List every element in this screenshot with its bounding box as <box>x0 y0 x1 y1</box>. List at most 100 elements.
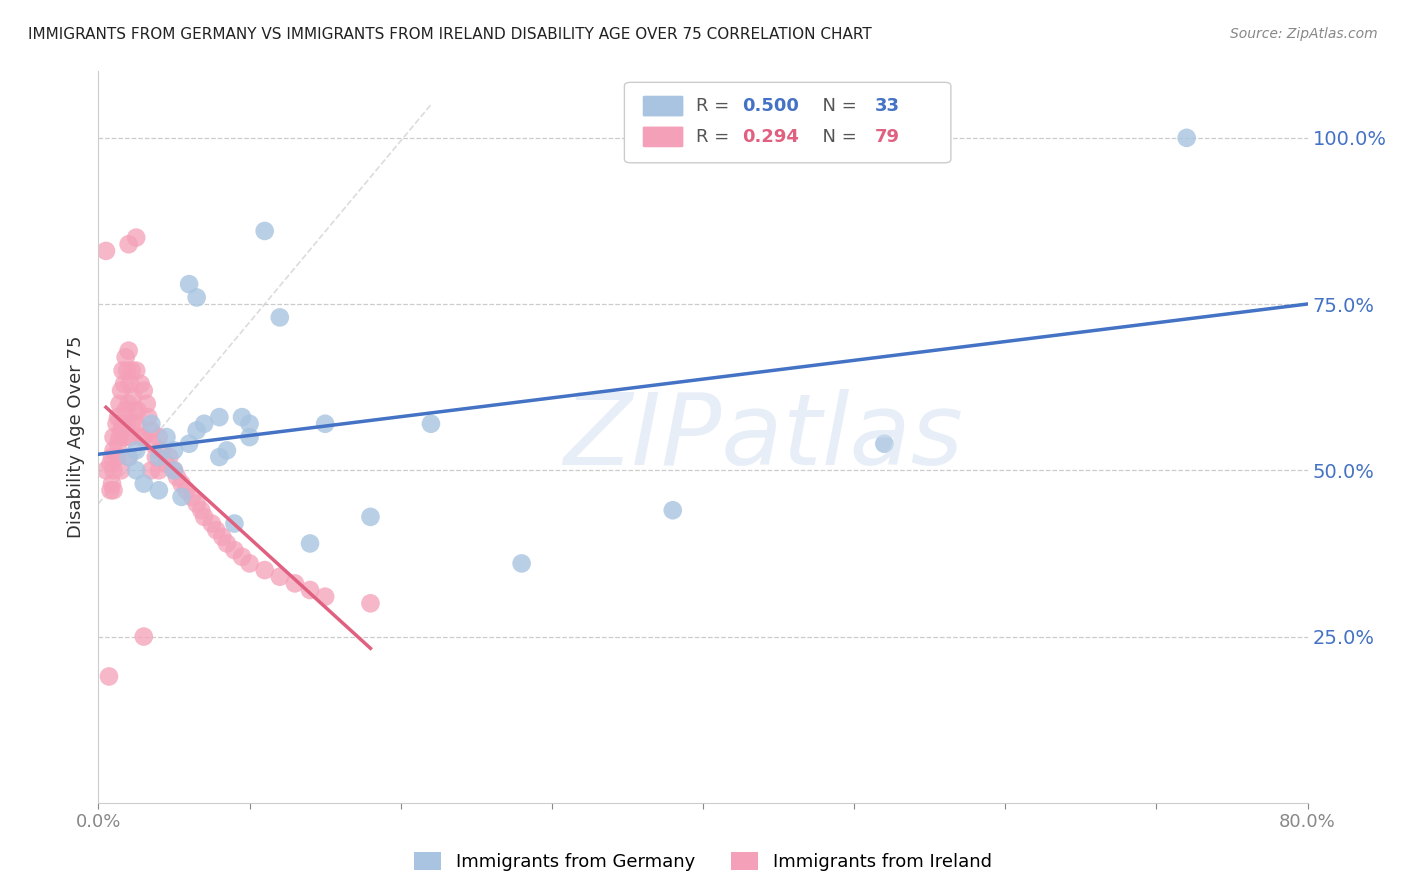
Point <box>125 363 148 377</box>
Point <box>125 230 148 244</box>
Point <box>132 430 155 444</box>
Point <box>122 390 145 404</box>
Point <box>148 430 170 444</box>
Point <box>110 463 132 477</box>
Text: 33: 33 <box>875 97 900 115</box>
Point <box>148 463 170 477</box>
Text: N =: N = <box>811 128 862 145</box>
Point <box>253 563 276 577</box>
Point <box>111 417 134 431</box>
Point <box>284 576 307 591</box>
Point <box>129 430 152 444</box>
Point <box>135 397 157 411</box>
Point <box>132 384 155 398</box>
Point <box>510 557 533 571</box>
Point <box>125 417 148 431</box>
Y-axis label: Disability Age Over 75: Disability Age Over 75 <box>66 335 84 539</box>
Point <box>121 363 143 377</box>
Point <box>148 483 170 498</box>
Text: R =: R = <box>696 128 735 145</box>
Point <box>174 483 197 498</box>
Point <box>115 363 138 377</box>
Point <box>205 523 228 537</box>
Point <box>120 430 142 444</box>
Text: N =: N = <box>811 97 862 115</box>
Point <box>179 436 201 450</box>
Point <box>103 463 125 477</box>
Point <box>108 397 131 411</box>
Point <box>163 443 186 458</box>
Point <box>239 417 262 431</box>
Point <box>101 450 124 464</box>
Point <box>299 582 322 597</box>
Point <box>141 463 163 477</box>
Point <box>314 417 336 431</box>
Point <box>100 483 122 498</box>
Point <box>125 443 148 458</box>
Point <box>1175 131 1198 145</box>
Point <box>115 417 138 431</box>
Point <box>132 476 155 491</box>
Text: 0.294: 0.294 <box>742 128 799 145</box>
Point <box>98 669 121 683</box>
Point <box>181 490 204 504</box>
Text: 79: 79 <box>875 128 900 145</box>
Point <box>211 530 233 544</box>
Point <box>224 543 246 558</box>
Point <box>186 424 208 438</box>
Point <box>118 450 141 464</box>
Point <box>105 450 128 464</box>
Point <box>94 244 117 258</box>
Point <box>103 443 125 458</box>
Point <box>118 450 141 464</box>
Point <box>148 450 170 464</box>
Text: 0.500: 0.500 <box>742 97 799 115</box>
Point <box>118 343 141 358</box>
Point <box>186 497 208 511</box>
Point <box>166 470 188 484</box>
Point <box>163 463 186 477</box>
Point <box>110 384 132 398</box>
Point <box>314 590 336 604</box>
FancyBboxPatch shape <box>643 95 683 117</box>
Point <box>114 351 136 365</box>
Point <box>239 430 262 444</box>
Point <box>269 570 291 584</box>
Point <box>155 457 177 471</box>
Point <box>186 290 208 304</box>
Point <box>94 463 117 477</box>
Point <box>103 483 125 498</box>
Point <box>101 476 124 491</box>
Point <box>224 516 246 531</box>
Point <box>103 430 125 444</box>
Point <box>150 443 173 458</box>
Point <box>112 430 135 444</box>
Point <box>124 403 146 417</box>
Point <box>118 397 141 411</box>
Point <box>201 516 224 531</box>
Point <box>420 417 443 431</box>
Text: ZIPatlas: ZIPatlas <box>564 389 963 485</box>
Point <box>100 457 122 471</box>
Point <box>215 536 238 550</box>
Point <box>155 430 177 444</box>
Point <box>112 376 135 391</box>
Point <box>208 450 231 464</box>
Point <box>141 424 163 438</box>
Point <box>127 403 149 417</box>
Point <box>873 436 896 450</box>
Point <box>231 549 253 564</box>
Point <box>132 630 155 644</box>
Point <box>142 436 165 450</box>
Point <box>129 376 152 391</box>
Point <box>360 509 382 524</box>
Legend: Immigrants from Germany, Immigrants from Ireland: Immigrants from Germany, Immigrants from… <box>408 845 998 879</box>
Point <box>253 224 276 238</box>
Point <box>108 430 131 444</box>
Point <box>170 476 193 491</box>
Text: Source: ZipAtlas.com: Source: ZipAtlas.com <box>1230 27 1378 41</box>
Point <box>208 410 231 425</box>
Point <box>107 436 129 450</box>
Point <box>190 503 212 517</box>
Point <box>360 596 382 610</box>
